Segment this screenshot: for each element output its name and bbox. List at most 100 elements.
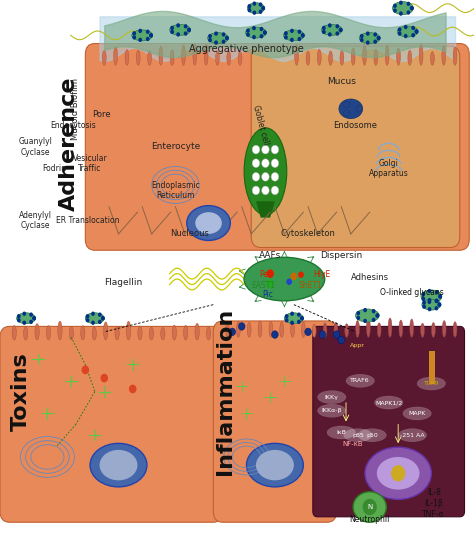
- Ellipse shape: [159, 45, 163, 65]
- Text: Appr: Appr: [350, 343, 365, 348]
- Circle shape: [411, 33, 415, 38]
- Circle shape: [214, 32, 218, 36]
- Ellipse shape: [397, 47, 401, 65]
- Text: p50: p50: [366, 432, 378, 438]
- Ellipse shape: [170, 24, 191, 35]
- Ellipse shape: [132, 30, 153, 41]
- Ellipse shape: [291, 318, 294, 337]
- Ellipse shape: [102, 51, 106, 65]
- Circle shape: [322, 26, 326, 30]
- Ellipse shape: [147, 46, 151, 65]
- Circle shape: [222, 40, 226, 44]
- Circle shape: [208, 38, 212, 42]
- Circle shape: [356, 316, 360, 320]
- Circle shape: [422, 300, 426, 305]
- Circle shape: [86, 314, 90, 318]
- Circle shape: [132, 31, 136, 35]
- Ellipse shape: [385, 51, 389, 65]
- Circle shape: [100, 374, 108, 382]
- Circle shape: [225, 36, 229, 40]
- Circle shape: [238, 323, 245, 330]
- Circle shape: [435, 299, 439, 303]
- Ellipse shape: [365, 447, 431, 499]
- Circle shape: [399, 1, 403, 5]
- Ellipse shape: [301, 322, 305, 337]
- Ellipse shape: [103, 324, 108, 340]
- Circle shape: [377, 36, 381, 40]
- Ellipse shape: [137, 50, 140, 65]
- Text: p65: p65: [352, 432, 364, 438]
- Ellipse shape: [318, 391, 346, 404]
- Circle shape: [260, 34, 264, 39]
- Circle shape: [404, 34, 408, 38]
- Ellipse shape: [442, 320, 446, 337]
- Ellipse shape: [208, 33, 228, 44]
- Circle shape: [261, 6, 265, 10]
- Circle shape: [138, 29, 142, 33]
- Circle shape: [184, 24, 188, 28]
- Ellipse shape: [419, 50, 423, 65]
- Ellipse shape: [182, 50, 185, 65]
- Text: Endosome: Endosome: [334, 121, 377, 129]
- Text: IL-1β: IL-1β: [424, 499, 443, 508]
- Ellipse shape: [246, 443, 303, 487]
- Circle shape: [187, 28, 191, 32]
- Ellipse shape: [453, 49, 457, 65]
- Circle shape: [262, 159, 269, 168]
- Circle shape: [252, 186, 260, 195]
- Ellipse shape: [125, 46, 129, 65]
- FancyBboxPatch shape: [313, 326, 465, 517]
- Circle shape: [271, 145, 279, 154]
- Ellipse shape: [24, 327, 28, 340]
- Circle shape: [372, 318, 375, 322]
- Text: Goblet cell: Goblet cell: [251, 104, 270, 146]
- Circle shape: [262, 186, 269, 195]
- Circle shape: [398, 27, 401, 32]
- Circle shape: [422, 305, 426, 309]
- Circle shape: [415, 29, 419, 34]
- Ellipse shape: [318, 404, 346, 417]
- Ellipse shape: [170, 45, 174, 65]
- Circle shape: [438, 302, 441, 307]
- Circle shape: [344, 101, 349, 108]
- Text: Adenylyl
Cyclase: Adenylyl Cyclase: [19, 211, 52, 230]
- Circle shape: [356, 311, 360, 316]
- Text: ShET1: ShET1: [299, 281, 322, 290]
- Ellipse shape: [417, 377, 446, 390]
- Text: IKKα-β: IKKα-β: [321, 408, 342, 413]
- Circle shape: [339, 28, 343, 32]
- Text: TRAF6: TRAF6: [350, 378, 370, 384]
- Ellipse shape: [69, 327, 73, 340]
- Circle shape: [32, 316, 36, 320]
- Ellipse shape: [340, 47, 344, 65]
- Ellipse shape: [193, 44, 197, 65]
- Circle shape: [360, 34, 364, 38]
- Ellipse shape: [410, 320, 414, 337]
- FancyBboxPatch shape: [0, 326, 223, 522]
- Circle shape: [435, 290, 439, 294]
- Circle shape: [301, 33, 305, 38]
- Circle shape: [266, 269, 274, 278]
- Circle shape: [428, 307, 431, 311]
- Circle shape: [319, 331, 326, 338]
- Ellipse shape: [246, 27, 266, 38]
- Circle shape: [421, 292, 425, 296]
- FancyBboxPatch shape: [213, 321, 337, 522]
- Circle shape: [410, 6, 414, 10]
- Ellipse shape: [269, 324, 273, 337]
- Ellipse shape: [149, 325, 154, 340]
- Circle shape: [32, 316, 36, 320]
- Ellipse shape: [295, 46, 299, 65]
- Ellipse shape: [280, 319, 283, 337]
- Circle shape: [262, 172, 269, 181]
- Circle shape: [438, 294, 442, 299]
- Circle shape: [176, 32, 180, 36]
- Circle shape: [208, 34, 212, 38]
- Ellipse shape: [420, 322, 424, 337]
- Ellipse shape: [397, 26, 418, 37]
- Circle shape: [428, 300, 431, 304]
- Bar: [429, 351, 435, 384]
- Ellipse shape: [430, 46, 434, 65]
- Circle shape: [407, 2, 410, 6]
- Ellipse shape: [359, 33, 380, 44]
